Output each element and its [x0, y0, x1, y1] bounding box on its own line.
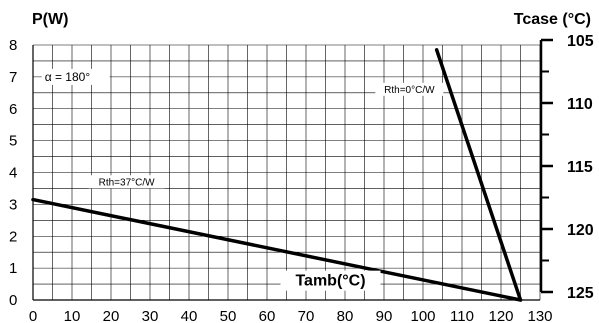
x-tick-label: 30 — [142, 308, 159, 323]
x-axis-title-bg — [280, 270, 381, 291]
right-axis-tick-label: 115 — [567, 159, 593, 176]
series-line-2 — [434, 48, 523, 302]
x-tick-label: 80 — [337, 308, 354, 323]
x-tick-label: 130 — [527, 308, 552, 323]
x-tick-label: 50 — [220, 308, 237, 323]
x-tick-label: 90 — [376, 308, 393, 323]
y-tick-label: 7 — [9, 69, 17, 86]
x-tick-label: 60 — [259, 308, 276, 323]
series-label-bg — [88, 175, 165, 189]
series-label: Rth=0°C/W — [384, 85, 435, 96]
y-tick-label: 2 — [9, 228, 17, 245]
y-tick-label: 8 — [9, 37, 17, 54]
x-tick-label: 120 — [488, 308, 513, 323]
axes — [32, 38, 553, 301]
series-lines — [31, 48, 523, 302]
x-tick-label: 110 — [450, 308, 474, 323]
right-axis-tick-label: 125 — [567, 285, 594, 302]
alpha-annotation-bg — [41, 68, 110, 85]
x-tick-label: 20 — [103, 308, 120, 323]
series-label-bg — [375, 82, 444, 96]
y-tick-label: 0 — [9, 292, 17, 309]
x-tick-label: 0 — [29, 308, 37, 323]
alpha-annotation: α = 180° — [45, 70, 91, 84]
series-label: Rth=37°C/W — [99, 177, 156, 188]
x-tick-label: 100 — [410, 308, 435, 323]
right-axis-title: Tcase (°C) — [514, 11, 591, 28]
x-tick-label: 40 — [181, 308, 198, 323]
y-tick-label: 3 — [9, 196, 17, 213]
y-tick-label: 1 — [9, 260, 17, 277]
series-line-1 — [31, 197, 523, 302]
x-axis-title: Tamb(°C) — [295, 273, 365, 290]
x-tick-label: 10 — [64, 308, 81, 323]
y-tick-label: 6 — [9, 101, 17, 118]
y-tick-label: 5 — [9, 133, 17, 150]
right-axis-tick-label: 110 — [567, 96, 593, 113]
x-tick-label: 70 — [298, 308, 315, 323]
y-tick-label: 4 — [9, 165, 17, 182]
right-axis-tick-label: 120 — [567, 222, 594, 239]
right-axis-tick-label: 105 — [567, 33, 594, 50]
left-axis-title: P(W) — [32, 11, 68, 28]
